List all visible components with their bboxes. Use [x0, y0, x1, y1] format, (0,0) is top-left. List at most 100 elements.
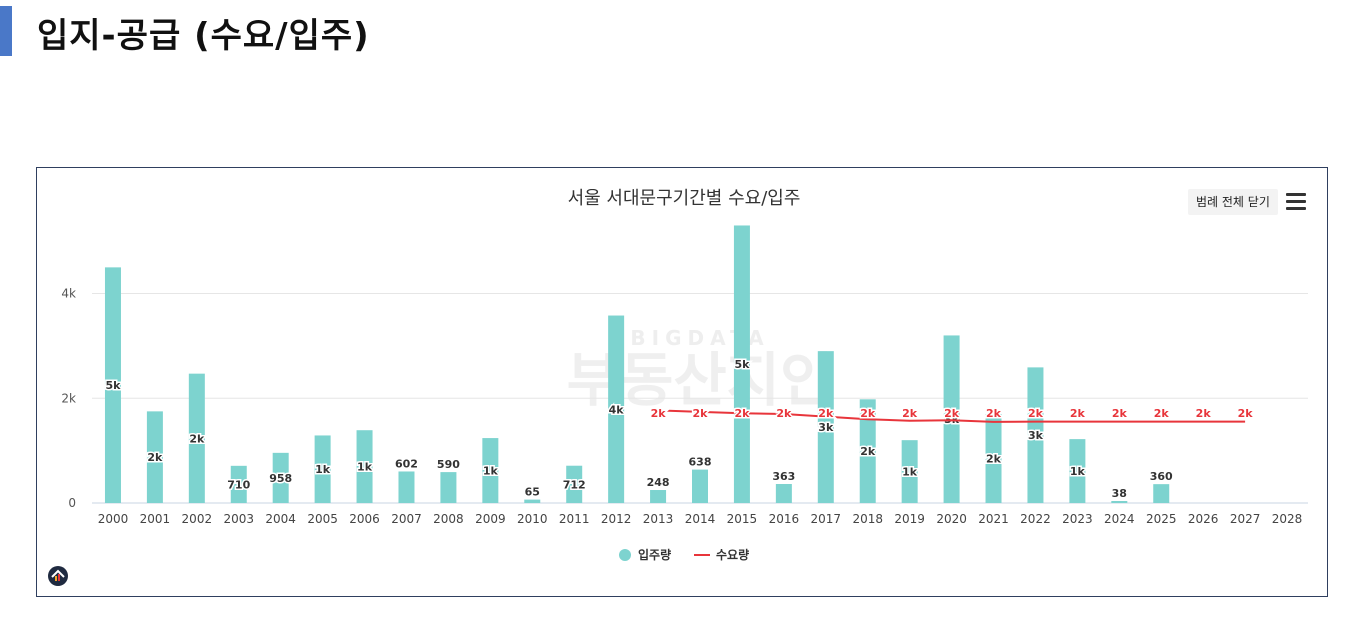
- supply-bar-label: 363: [772, 470, 795, 483]
- legend-supply-label: 입주량: [638, 548, 671, 562]
- chart-legend[interactable]: 입주량 수요량: [619, 548, 749, 562]
- supply-bar: [314, 435, 331, 503]
- supply-bar: [608, 315, 625, 503]
- supply-bar: [1111, 501, 1128, 503]
- supply-bar-label: 1k: [1070, 465, 1086, 478]
- supply-bar: [817, 351, 834, 503]
- demand-line-label: 2k: [902, 407, 918, 420]
- legend-demand-label: 수요량: [716, 548, 749, 562]
- demand-line-label: 2k: [1196, 407, 1212, 420]
- demand-line-labels: 2k 2k 2k 2k 2k 2k 2k 2k 2k 2k 2k 2k 2k 2k 2k: [649, 406, 1255, 422]
- x-tick-label: 2021: [978, 512, 1009, 526]
- x-tick-label: 2018: [852, 512, 883, 526]
- supply-bar: [985, 413, 1002, 503]
- supply-bar-label: 590: [437, 458, 460, 471]
- supply-bar: [356, 430, 373, 503]
- x-tick-label: 2015: [727, 512, 758, 526]
- title-accent-bar: [0, 6, 12, 56]
- supply-bar-label: 1k: [315, 463, 331, 476]
- supply-bar: [482, 438, 499, 503]
- chart-frame: [36, 167, 1328, 597]
- supply-bar-label: 65: [525, 486, 540, 499]
- x-tick-label: 2005: [307, 512, 338, 526]
- demand-line-label: 2k: [818, 407, 834, 420]
- supply-bar: [650, 490, 667, 503]
- x-tick-label: 2016: [769, 512, 800, 526]
- x-tick-label: 2002: [182, 512, 213, 526]
- x-tick-label: 2024: [1104, 512, 1135, 526]
- x-tick-label: 2013: [643, 512, 674, 526]
- supply-bar-label: 2k: [189, 432, 205, 445]
- supply-bar: [146, 411, 163, 503]
- hamburger-menu-icon[interactable]: [1286, 193, 1306, 211]
- supply-bar: [566, 465, 583, 503]
- chart-title: 서울 서대문구기간별 수요/입주: [568, 188, 801, 209]
- supply-bar-label: 4k: [609, 403, 625, 416]
- x-tick-label: 2000: [98, 512, 129, 526]
- supply-bar-label: 38: [1112, 487, 1127, 500]
- demand-line-label: 2k: [944, 407, 960, 420]
- x-tick-label: 2014: [685, 512, 716, 526]
- x-tick-label: 2001: [140, 512, 171, 526]
- x-tick-label: 2027: [1230, 512, 1261, 526]
- x-tick-label: 2008: [433, 512, 464, 526]
- supply-bar-label: 5k: [734, 358, 750, 371]
- supply-bar: [230, 465, 247, 503]
- x-tick-label: 2003: [223, 512, 254, 526]
- supply-bar: [775, 483, 792, 503]
- supply-bar: [1153, 484, 1170, 503]
- demand-line-label: 2k: [986, 407, 1002, 420]
- supply-bar-label: 602: [395, 457, 418, 470]
- watermark-bottom: 부동산지인: [567, 346, 834, 414]
- demand-line-path: [658, 409, 1246, 423]
- supply-bar-label: 710: [227, 478, 250, 491]
- x-tick-label: 2019: [894, 512, 925, 526]
- demand-line-label: 2k: [1070, 407, 1086, 420]
- demand-line-label: 2k: [860, 407, 876, 420]
- supply-bar-label: 3k: [1028, 429, 1044, 442]
- supply-bar: [104, 267, 121, 503]
- legend-supply-marker: [619, 549, 631, 561]
- supply-bar: [901, 440, 918, 503]
- supply-bar: [440, 472, 457, 503]
- y-tick-label: 4k: [61, 287, 76, 301]
- supply-bar-label: 360: [1150, 470, 1173, 483]
- x-tick-label: 2004: [265, 512, 296, 526]
- demand-line: [658, 409, 1246, 423]
- supply-bar-label: 1k: [483, 465, 499, 478]
- demand-line-label: 2k: [651, 407, 667, 420]
- x-tick-label: 2011: [559, 512, 590, 526]
- supply-bar-label: 248: [647, 476, 670, 489]
- supply-bar: [398, 471, 415, 503]
- supply-bar: [524, 499, 541, 503]
- supply-bar: [272, 452, 289, 503]
- demand-line-label: 2k: [776, 407, 792, 420]
- x-tick-label: 2007: [391, 512, 422, 526]
- supply-bar: [733, 225, 750, 504]
- supply-bar-label: 2k: [860, 445, 876, 458]
- supply-bar: [1069, 439, 1086, 503]
- supply-bar: [1027, 367, 1044, 503]
- x-tick-label: 2017: [811, 512, 842, 526]
- x-tick-label: 2026: [1188, 512, 1219, 526]
- x-tick-label: 2025: [1146, 512, 1177, 526]
- demand-line-label: 2k: [693, 407, 709, 420]
- supply-bar-label: 2k: [986, 452, 1002, 465]
- demand-line-label: 2k: [1154, 407, 1170, 420]
- x-tick-label: 2010: [517, 512, 548, 526]
- x-tick-label: 2028: [1272, 512, 1303, 526]
- page-title: 입지-공급 (수요/입주): [37, 16, 370, 56]
- x-tick-label: 2009: [475, 512, 506, 526]
- legend-toggle-button[interactable]: 범례 전체 닫기: [1188, 189, 1278, 215]
- supply-bar: [859, 399, 876, 503]
- supply-bar: [188, 373, 205, 503]
- demand-line-label: 2k: [734, 407, 750, 420]
- y-axis: 0 2k 4k: [61, 287, 76, 510]
- x-tick-label: 2020: [936, 512, 967, 526]
- supply-bar: [692, 469, 708, 503]
- supply-bar-label: 1k: [902, 466, 918, 479]
- home-logo-icon[interactable]: [47, 565, 69, 587]
- demand-line-label: 2k: [1028, 407, 1044, 420]
- x-axis: 2000 2001 2002 2003 2004 2005 2006 2007 2008 2009…: [98, 512, 1303, 526]
